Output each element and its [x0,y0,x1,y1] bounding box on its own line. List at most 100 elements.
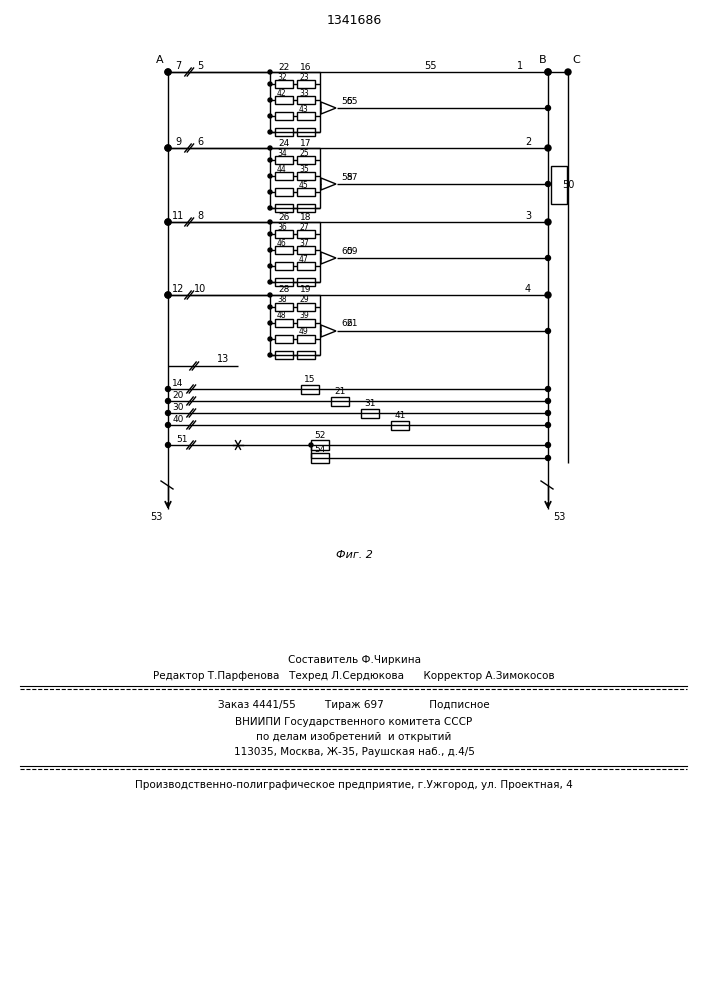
Text: 56: 56 [341,97,353,105]
Bar [297,156,315,164]
Circle shape [268,174,272,178]
Text: 36: 36 [277,223,287,232]
Circle shape [165,398,170,403]
Bar [297,230,315,238]
Text: 19: 19 [300,286,312,294]
Text: Производственно-полиграфическое предприятие, г.Ужгород, ул. Проектная, 4: Производственно-полиграфическое предприя… [135,780,573,790]
Circle shape [268,130,272,134]
Text: 26: 26 [278,213,289,222]
Text: 10: 10 [194,284,206,294]
Text: 22: 22 [278,62,289,72]
Bar [311,453,329,463]
Text: 27: 27 [299,223,309,232]
Text: 25: 25 [299,148,309,157]
Text: 62: 62 [341,320,352,328]
Bar [275,172,293,180]
Bar [297,351,315,359]
Text: 31: 31 [364,399,375,408]
Bar [297,246,315,254]
Bar [275,112,293,120]
Circle shape [165,442,170,448]
Text: 55: 55 [423,61,436,71]
Text: Составитель Ф.Чиркина: Составитель Ф.Чиркина [288,655,421,665]
Bar [297,128,315,136]
Text: 33: 33 [299,89,309,98]
Bar [275,156,293,164]
Bar [297,80,315,88]
Bar [275,96,293,104]
Bar [275,230,293,238]
Text: 54: 54 [315,444,326,454]
Circle shape [545,69,551,75]
Text: 2: 2 [525,137,531,147]
Circle shape [545,292,551,298]
Circle shape [546,255,551,260]
Text: 4: 4 [525,284,531,294]
Circle shape [268,264,272,268]
Circle shape [165,219,171,225]
Text: 46: 46 [277,238,287,247]
Circle shape [268,146,272,150]
Circle shape [268,82,272,86]
Circle shape [546,386,551,391]
Bar [297,319,315,327]
Bar [275,335,293,343]
Text: 30: 30 [173,402,184,412]
Text: ВНИИПИ Государственного комитета СССР: ВНИИПИ Государственного комитета СССР [235,717,472,727]
Circle shape [268,114,272,118]
Text: 1: 1 [517,61,523,71]
Text: 45: 45 [299,180,309,190]
Text: B: B [539,55,547,65]
Bar [297,112,315,120]
Text: 11: 11 [172,211,184,221]
Text: 49: 49 [299,328,309,336]
Bar [361,409,379,418]
Circle shape [565,69,571,75]
Circle shape [165,410,170,416]
Circle shape [165,145,171,151]
Circle shape [165,292,171,298]
Text: 41: 41 [395,412,406,420]
Text: A: A [156,55,164,65]
Circle shape [165,69,171,75]
Text: 53: 53 [553,512,566,522]
Bar [275,262,293,270]
Text: 21: 21 [334,387,346,396]
Circle shape [165,69,171,75]
Text: 9: 9 [175,137,181,147]
Text: 24: 24 [278,138,289,147]
Text: 35: 35 [299,164,309,174]
Circle shape [165,292,171,298]
Text: 29: 29 [299,296,309,304]
Circle shape [546,422,551,428]
Circle shape [268,337,272,341]
Circle shape [165,422,170,428]
Text: 60: 60 [341,246,353,255]
Circle shape [546,456,551,460]
Circle shape [546,105,551,110]
Text: 3: 3 [525,211,531,221]
Bar [275,351,293,359]
Circle shape [165,386,170,391]
Circle shape [546,410,551,416]
Circle shape [268,220,272,224]
Circle shape [268,190,272,194]
Circle shape [268,280,272,284]
Circle shape [268,158,272,162]
Bar [275,80,293,88]
Bar [275,303,293,311]
Bar [331,397,349,406]
Circle shape [545,219,551,225]
Circle shape [546,398,551,403]
Text: 38: 38 [277,296,286,304]
Circle shape [268,70,272,74]
Text: 51: 51 [176,434,188,444]
Text: 20: 20 [173,390,184,399]
Circle shape [268,305,272,309]
Text: 113035, Москва, Ж-35, Раушская наб., д.4/5: 113035, Москва, Ж-35, Раушская наб., д.4… [233,747,474,757]
Text: по делам изобретений  и открытий: по делам изобретений и открытий [257,732,452,742]
Text: 52: 52 [315,432,326,440]
Text: 40: 40 [173,414,184,424]
Text: 61: 61 [346,320,358,328]
Text: 12: 12 [172,284,185,294]
